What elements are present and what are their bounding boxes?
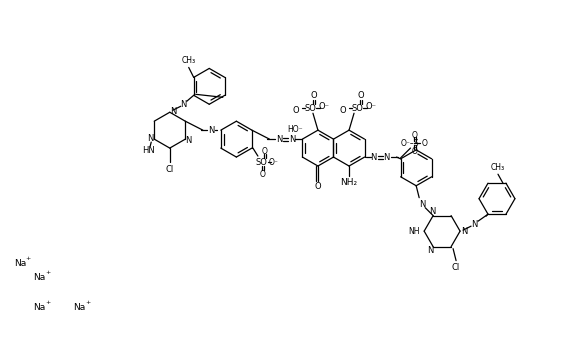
Text: N: N — [370, 153, 377, 161]
Text: SO: SO — [256, 158, 268, 167]
Text: O: O — [357, 91, 364, 100]
Text: N: N — [461, 227, 467, 236]
Text: CH₃: CH₃ — [491, 163, 505, 172]
Text: HO⁻: HO⁻ — [288, 125, 303, 134]
Text: Cl: Cl — [452, 263, 460, 272]
Text: N: N — [171, 107, 177, 116]
Text: O: O — [311, 91, 317, 100]
Text: N: N — [419, 200, 425, 209]
Text: SO: SO — [351, 104, 363, 113]
Text: Cl: Cl — [166, 165, 174, 173]
Text: SO: SO — [304, 104, 316, 113]
Text: O: O — [411, 131, 417, 140]
Text: NH₂: NH₂ — [340, 179, 357, 187]
Text: CH₃: CH₃ — [182, 56, 196, 65]
Text: +: + — [25, 256, 30, 261]
Text: O: O — [340, 106, 346, 115]
Text: O: O — [260, 170, 266, 180]
Text: N: N — [185, 136, 192, 145]
Text: O: O — [315, 182, 321, 192]
Text: +: + — [85, 300, 90, 305]
Text: Na: Na — [13, 259, 26, 268]
Text: O⁻: O⁻ — [366, 102, 376, 111]
Text: +: + — [45, 300, 50, 305]
Text: N: N — [180, 100, 187, 109]
Text: N: N — [429, 207, 435, 216]
Text: HN: HN — [142, 146, 155, 155]
Text: O⁻: O⁻ — [318, 102, 329, 111]
Text: O: O — [262, 147, 268, 156]
Text: N: N — [383, 153, 390, 161]
Text: Na: Na — [73, 303, 86, 312]
Text: O: O — [411, 147, 417, 156]
Text: Na: Na — [33, 303, 46, 312]
Text: NH: NH — [408, 227, 420, 236]
Text: N: N — [471, 220, 477, 229]
Text: O: O — [292, 106, 299, 115]
Text: N: N — [207, 126, 214, 135]
Text: +: + — [45, 270, 50, 275]
Text: O⁻–S: O⁻–S — [400, 139, 419, 148]
Text: O⁻: O⁻ — [269, 158, 279, 167]
Text: O: O — [421, 139, 427, 148]
Text: N: N — [276, 135, 282, 144]
Text: N: N — [289, 135, 295, 144]
Text: N: N — [427, 246, 433, 255]
Text: Na: Na — [33, 273, 46, 282]
Text: N: N — [147, 134, 154, 143]
